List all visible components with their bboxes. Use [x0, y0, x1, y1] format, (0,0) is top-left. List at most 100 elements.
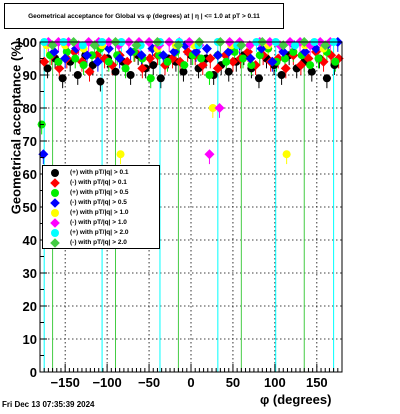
data-point	[208, 104, 217, 112]
data-point	[137, 63, 148, 74]
y-tick-label: 70	[23, 134, 37, 149]
x-tick-label: −150	[51, 375, 80, 390]
data-point	[54, 63, 65, 74]
legend-marker	[50, 218, 60, 228]
data-point	[278, 40, 289, 51]
y-tick-label: 90	[23, 68, 37, 83]
y-tick-label: 10	[23, 332, 37, 347]
y-tick-label: 50	[23, 200, 37, 215]
data-point	[224, 67, 233, 76]
legend-entry: (+) with pT/|q| > 0.1	[43, 168, 161, 178]
data-point	[291, 41, 300, 50]
data-point	[306, 61, 315, 70]
data-point	[121, 64, 130, 73]
data-points	[37, 37, 344, 160]
data-point	[38, 149, 49, 160]
legend-label: (-) with pT/|q| > 2.0	[70, 239, 127, 246]
data-point	[126, 71, 135, 79]
data-point	[144, 53, 155, 64]
data-point	[236, 40, 247, 51]
data-point	[282, 150, 291, 159]
data-point	[47, 40, 58, 51]
y-tick-label: 0	[30, 365, 37, 380]
data-point	[247, 61, 256, 70]
axis-ticks: 0 10 20 30 40 50 60 70 80 90 100 −150 −100 −50 0 50 100 1…	[15, 35, 339, 390]
legend-label: (+) with pT/|q| > 0.1	[70, 169, 129, 176]
data-point	[89, 40, 100, 51]
data-point	[84, 66, 95, 77]
data-point	[43, 64, 52, 73]
data-point	[239, 54, 248, 63]
legend-entry: (-) with pT/|q| > 2.0	[43, 238, 161, 248]
data-point	[300, 46, 311, 57]
y-tick-label: 80	[23, 101, 37, 116]
y-tick-label: 100	[15, 35, 37, 50]
data-point	[175, 56, 186, 67]
data-point	[212, 50, 223, 61]
data-point	[156, 74, 165, 83]
data-point	[81, 50, 92, 61]
legend-marker	[51, 189, 59, 197]
data-point	[212, 63, 223, 74]
data-point	[227, 56, 238, 67]
data-point	[223, 46, 234, 57]
x-tick-label: 50	[226, 375, 240, 390]
legend-marker	[50, 178, 60, 188]
y-tick-label: 30	[23, 266, 37, 281]
data-point	[267, 56, 278, 67]
data-point	[60, 53, 71, 64]
data-point	[180, 61, 189, 70]
data-point	[331, 57, 340, 66]
legend-entry: (+) with pT/|q| > 0.5	[43, 188, 161, 198]
data-point	[88, 51, 97, 60]
data-point	[131, 40, 142, 51]
chart-title: Geometrical acceptance for Global vs φ (…	[4, 3, 284, 29]
legend-marker	[50, 198, 60, 208]
data-point	[104, 57, 113, 66]
legend-marker	[51, 169, 59, 177]
y-tick-label: 20	[23, 299, 37, 314]
legend-label: (+) with pT/|q| > 2.0	[70, 229, 129, 236]
data-point	[201, 43, 212, 54]
data-point	[73, 71, 82, 79]
data-point	[71, 54, 80, 63]
legend-marker	[51, 209, 59, 217]
data-point	[54, 57, 63, 66]
data-point	[254, 74, 263, 83]
data-point	[116, 150, 125, 159]
legend-label: (-) with pT/|q| > 0.5	[70, 199, 127, 206]
legend-label: (+) with pT/|q| > 0.5	[70, 189, 129, 196]
data-point	[149, 61, 158, 70]
y-axis-label: Geometrical acceptance (%)	[8, 40, 24, 215]
legend-entry: (-) with pT/|q| > 1.0	[43, 218, 161, 228]
x-tick-label: 150	[306, 375, 328, 390]
x-tick-label: 0	[187, 375, 194, 390]
x-tick-label: −50	[138, 375, 160, 390]
data-point	[179, 67, 188, 76]
legend-entry: (-) with pT/|q| > 0.1	[43, 178, 161, 188]
data-point	[146, 74, 155, 83]
data-point	[307, 67, 316, 76]
legend-entry: (-) with pT/|q| > 0.5	[43, 198, 161, 208]
data-point	[163, 57, 172, 66]
legend-label: (-) with pT/|q| > 1.0	[70, 219, 127, 226]
data-point	[289, 47, 298, 56]
data-point	[39, 56, 50, 67]
data-point	[103, 43, 114, 54]
legend-label: (+) with pT/|q| > 1.0	[70, 209, 129, 216]
data-point	[96, 77, 105, 86]
data-point	[169, 46, 180, 57]
data-point	[114, 53, 125, 64]
data-point	[320, 40, 331, 51]
data-point	[222, 57, 231, 66]
data-point	[122, 56, 133, 67]
data-point	[295, 60, 306, 71]
data-point	[79, 61, 88, 70]
x-tick-label: 100	[264, 375, 286, 390]
data-point	[158, 50, 169, 61]
data-point	[214, 103, 225, 113]
data-point	[111, 67, 120, 76]
data-point	[78, 41, 87, 50]
data-point	[244, 40, 255, 51]
data-point	[245, 53, 256, 64]
